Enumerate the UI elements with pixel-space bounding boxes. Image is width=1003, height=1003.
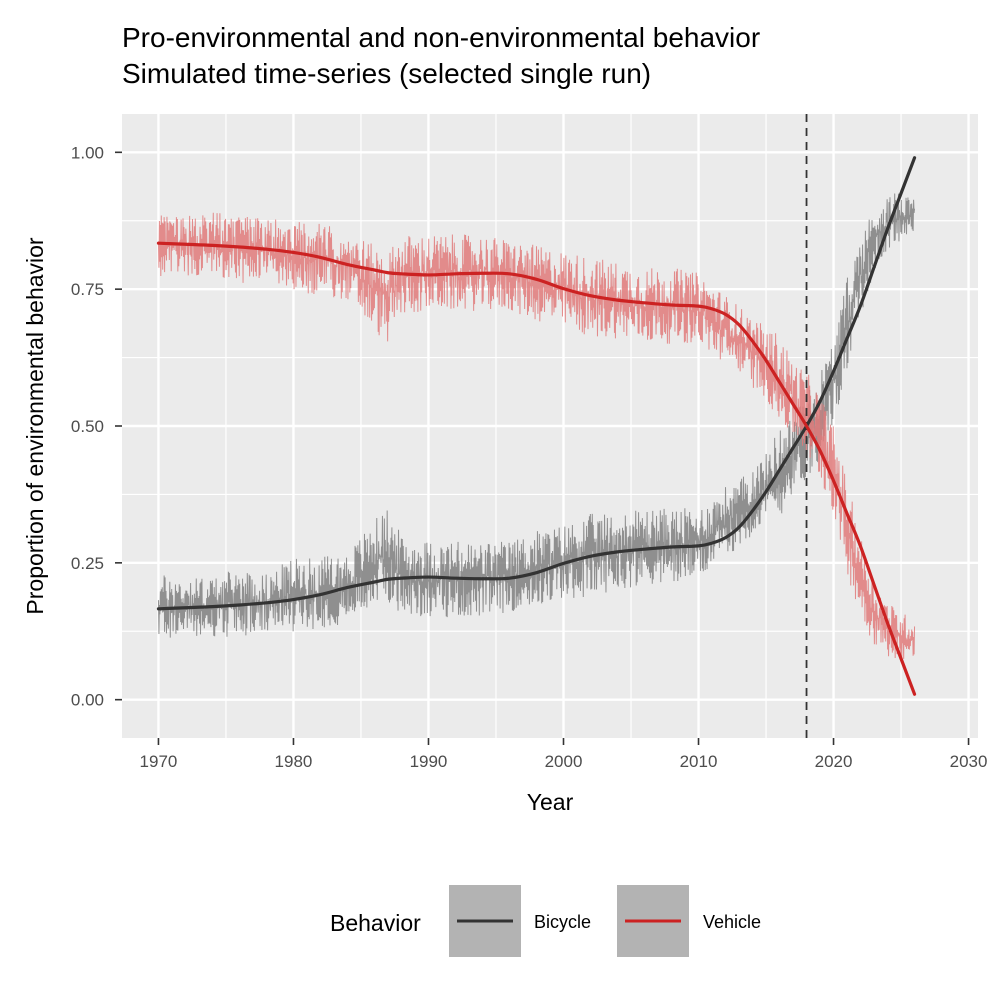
x-tick-label: 1970: [140, 752, 178, 771]
x-tick-label: 1980: [275, 752, 313, 771]
legend-item-vehicle: Vehicle: [617, 885, 761, 957]
legend-label-vehicle: Vehicle: [703, 912, 761, 932]
y-tick-label: 0.75: [71, 280, 104, 299]
x-tick-label: 2020: [815, 752, 853, 771]
y-axis: 0.00 0.25 0.50 0.75 1.00: [71, 143, 122, 710]
legend-title: Behavior: [330, 910, 421, 936]
y-tick-label: 0.00: [71, 691, 104, 710]
y-tick-label: 1.00: [71, 143, 104, 162]
legend: Behavior Bicycle Vehicle: [330, 885, 761, 957]
series-line-vehicle: [156, 241, 917, 696]
y-axis-title: Proportion of environmental behavior: [22, 237, 48, 615]
x-tick-label: 2000: [545, 752, 583, 771]
y-tick-label: 0.50: [71, 417, 104, 436]
x-tick-label: 2010: [680, 752, 718, 771]
grid-major: [122, 114, 978, 738]
x-axis: 1970 1980 1990 2000 2010 2020 2030: [140, 738, 988, 771]
chart-title: Pro-environmental and non-environmental …: [122, 22, 760, 53]
chart-subtitle: Simulated time-series (selected single r…: [122, 58, 651, 89]
series-line-bicycle: [156, 156, 917, 611]
legend-label-bicycle: Bicycle: [534, 912, 591, 932]
x-tick-label: 2030: [950, 752, 988, 771]
y-tick-label: 0.25: [71, 554, 104, 573]
smooth-series-layer: [156, 156, 917, 696]
legend-item-bicycle: Bicycle: [449, 885, 591, 957]
x-axis-title: Year: [527, 789, 574, 815]
x-tick-label: 1990: [410, 752, 448, 771]
